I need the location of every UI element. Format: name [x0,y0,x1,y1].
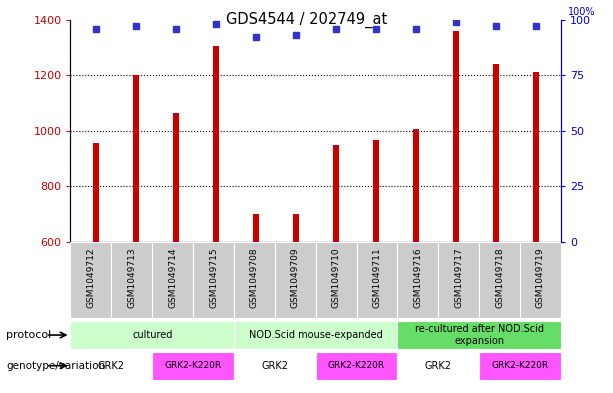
Bar [438,242,479,318]
Text: GSM1049716: GSM1049716 [413,248,422,309]
Text: protocol: protocol [6,330,51,340]
Bar [253,214,259,242]
Bar [70,321,234,349]
Text: NOD.Scid mouse-expanded: NOD.Scid mouse-expanded [249,330,383,340]
Bar [70,351,152,380]
Text: GRK2: GRK2 [425,361,452,371]
Bar [397,351,479,380]
Bar [234,351,316,380]
Bar [520,242,561,318]
Bar [152,242,193,318]
Bar [397,321,561,349]
Text: GSM1049708: GSM1049708 [250,248,259,309]
Bar [533,72,539,242]
Bar [213,46,219,242]
Text: GSM1049718: GSM1049718 [495,248,504,309]
Bar [234,242,275,318]
Bar [493,64,498,242]
Bar [479,351,561,380]
Bar [292,214,299,242]
Text: GRK2-K220R: GRK2-K220R [492,361,549,370]
Bar [152,351,234,380]
Bar [173,113,179,242]
Text: cultured: cultured [132,330,172,340]
Bar [133,75,139,242]
Bar [479,242,520,318]
Text: ■: ■ [70,391,82,393]
Text: GSM1049715: GSM1049715 [209,248,218,309]
Text: GSM1049717: GSM1049717 [454,248,463,309]
Bar [357,242,397,318]
Bar [373,140,379,242]
Bar [93,143,99,242]
Bar [112,242,152,318]
Text: GRK2-K220R: GRK2-K220R [164,361,222,370]
Text: GRK2: GRK2 [261,361,288,371]
Text: GSM1049719: GSM1049719 [536,248,545,309]
Bar [316,242,357,318]
Bar [413,129,419,242]
Bar [452,31,459,242]
Text: genotype/variation: genotype/variation [6,361,105,371]
Text: GSM1049710: GSM1049710 [332,248,341,309]
Text: re-cultured after NOD.Scid
expansion: re-cultured after NOD.Scid expansion [414,324,544,346]
Text: GSM1049712: GSM1049712 [86,248,96,309]
Bar [316,351,397,380]
Bar [275,242,316,318]
Text: 100%: 100% [568,7,595,17]
Text: GRK2-K220R: GRK2-K220R [328,361,385,370]
Text: GDS4544 / 202749_at: GDS4544 / 202749_at [226,12,387,28]
Bar [397,242,438,318]
Bar [70,242,112,318]
Bar [333,145,339,242]
Text: GSM1049714: GSM1049714 [168,248,177,309]
Bar [193,242,234,318]
Text: GSM1049711: GSM1049711 [373,248,381,309]
Bar [234,321,397,349]
Text: GSM1049709: GSM1049709 [291,248,300,309]
Text: GSM1049713: GSM1049713 [128,248,136,309]
Text: GRK2: GRK2 [98,361,125,371]
